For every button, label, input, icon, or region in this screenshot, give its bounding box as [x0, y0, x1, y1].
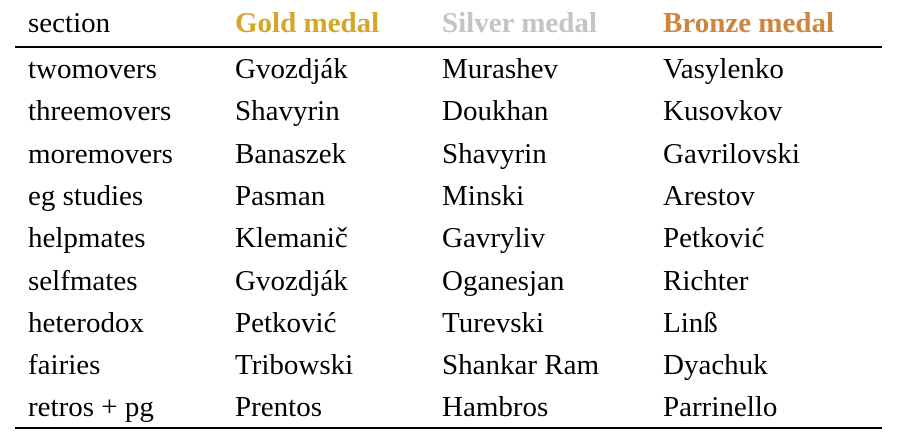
header-cell: section — [28, 7, 111, 39]
name-cell: Minski — [442, 179, 525, 212]
name-cell: Turevski — [442, 306, 545, 339]
name-cell: Tribowski — [235, 349, 354, 382]
name-cell: Gvozdják — [235, 264, 348, 297]
name-cell: Shavyrin — [235, 95, 340, 128]
name-cell: Parrinello — [663, 391, 778, 424]
section-cell: moremovers — [28, 137, 173, 170]
name-cell: Klemanič — [235, 222, 348, 255]
section-cell: twomovers — [28, 53, 157, 85]
name-cell: Doukhan — [442, 95, 549, 128]
name-cell: Petković — [663, 222, 765, 255]
section-cell: selfmates — [28, 264, 138, 297]
name-cell: Gavrilovski — [663, 137, 800, 170]
header-cell: Silver medal — [442, 7, 597, 39]
section-cell: retros + pg — [28, 391, 154, 424]
name-cell: Dyachuk — [663, 349, 768, 382]
section-cell: threemovers — [28, 95, 172, 128]
name-cell: Vasylenko — [663, 53, 784, 85]
name-cell: Hambros — [442, 391, 549, 424]
name-cell: Linß — [663, 306, 718, 339]
name-cell: Petković — [235, 306, 337, 339]
name-cell: Murashev — [442, 53, 558, 85]
header-rule — [15, 46, 882, 48]
header-cell: Bronze medal — [663, 7, 835, 39]
name-cell: Pasman — [235, 179, 326, 212]
section-cell: heterodox — [28, 306, 144, 339]
bottom-rule — [15, 427, 882, 429]
name-cell: Banaszek — [235, 137, 347, 170]
section-cell: fairies — [28, 349, 101, 382]
name-cell: Gvozdják — [235, 53, 348, 85]
name-cell: Prentos — [235, 391, 322, 424]
name-cell: Oganesjan — [442, 264, 565, 297]
name-cell: Shankar Ram — [442, 349, 600, 382]
name-cell: Kusovkov — [663, 95, 783, 128]
name-cell: Arestov — [663, 179, 755, 212]
name-cell: Richter — [663, 264, 749, 297]
section-cell: helpmates — [28, 222, 146, 255]
section-cell: eg studies — [28, 179, 144, 212]
name-cell: Gavryliv — [442, 222, 546, 255]
header-cell: Gold medal — [235, 7, 380, 39]
name-cell: Shavyrin — [442, 137, 547, 170]
